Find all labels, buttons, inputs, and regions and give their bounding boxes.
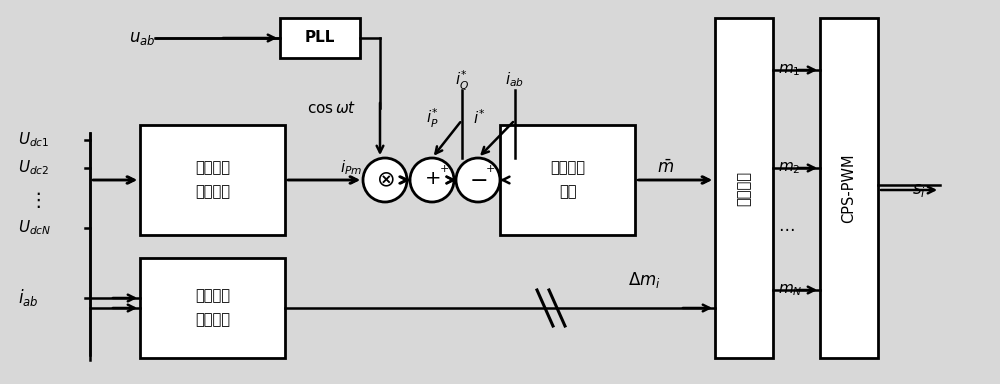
- Text: $U_{dc2}$: $U_{dc2}$: [18, 159, 49, 177]
- Text: $m_{N}$: $m_{N}$: [778, 282, 803, 298]
- Text: $U_{dcN}$: $U_{dcN}$: [18, 218, 51, 237]
- Text: $i_{P}^{*}$: $i_{P}^{*}$: [426, 106, 438, 130]
- Text: $+$: $+$: [439, 162, 449, 174]
- Bar: [500, 125, 635, 235]
- Text: PLL: PLL: [305, 30, 335, 45]
- Text: CPS-PWM: CPS-PWM: [842, 153, 856, 223]
- Bar: [280, 18, 360, 58]
- Text: 电压平衡: 电压平衡: [195, 288, 230, 303]
- Text: 控制环节: 控制环节: [195, 313, 230, 328]
- Bar: [140, 258, 285, 358]
- Text: $m_{1}$: $m_{1}$: [778, 62, 801, 78]
- Text: $+$: $+$: [424, 169, 440, 189]
- Text: $i^{*}$: $i^{*}$: [473, 109, 485, 127]
- Text: 调制修正: 调制修正: [736, 170, 752, 205]
- Text: $s_{i}$: $s_{i}$: [912, 181, 926, 199]
- Text: 控制环节: 控制环节: [195, 184, 230, 200]
- Text: 电流控制: 电流控制: [550, 161, 585, 175]
- Bar: [715, 18, 773, 358]
- Text: $i_{Pm}$: $i_{Pm}$: [340, 159, 362, 177]
- Circle shape: [410, 158, 454, 202]
- Text: $-$: $-$: [469, 169, 487, 189]
- Text: $+$: $+$: [485, 162, 495, 174]
- Text: $m_{2}$: $m_{2}$: [778, 160, 801, 176]
- Text: 电压均值: 电压均值: [195, 161, 230, 175]
- Circle shape: [456, 158, 500, 202]
- Text: 环节: 环节: [559, 184, 576, 200]
- Text: $\Delta m_{i}$: $\Delta m_{i}$: [628, 270, 661, 290]
- Bar: [140, 125, 285, 235]
- Circle shape: [363, 158, 407, 202]
- Text: $i_{ab}$: $i_{ab}$: [505, 71, 525, 89]
- Text: $i_{Q}^{*}$: $i_{Q}^{*}$: [455, 68, 469, 92]
- Text: $\vdots$: $\vdots$: [28, 190, 41, 210]
- Text: $U_{dc1}$: $U_{dc1}$: [18, 131, 50, 149]
- Text: $\otimes$: $\otimes$: [376, 170, 394, 190]
- Text: $\bar{m}$: $\bar{m}$: [657, 159, 674, 177]
- Text: $i_{ab}$: $i_{ab}$: [18, 288, 39, 308]
- Text: $u_{ab}$: $u_{ab}$: [129, 29, 155, 47]
- Text: $\cdots$: $\cdots$: [778, 219, 795, 237]
- Text: $\cos\omega t$: $\cos\omega t$: [307, 100, 356, 116]
- Bar: [820, 18, 878, 358]
